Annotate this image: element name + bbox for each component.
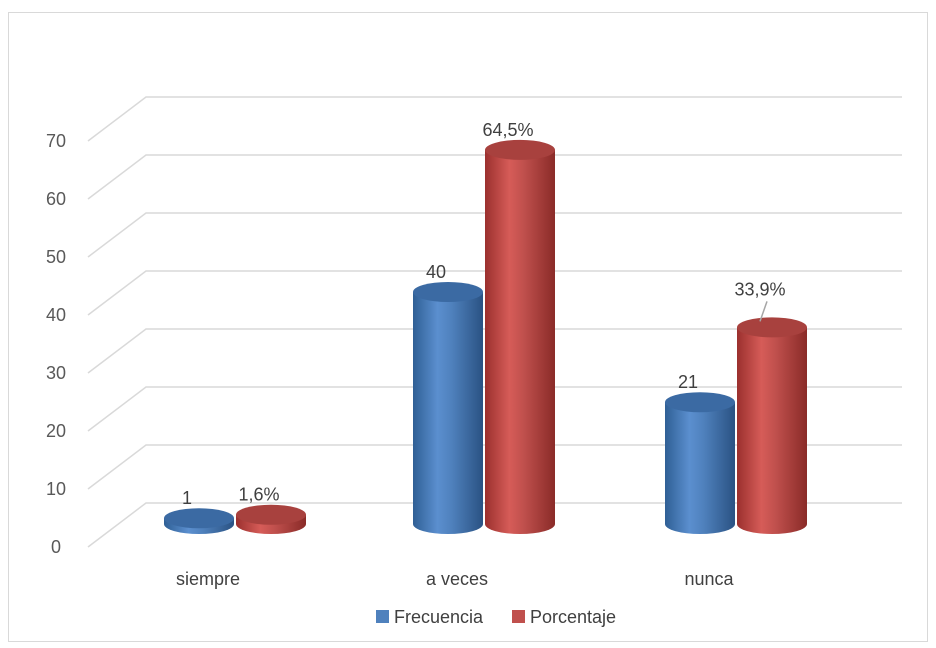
bar-body bbox=[485, 149, 555, 534]
gridlines bbox=[87, 96, 902, 548]
bar-frecuencia-siempre bbox=[164, 508, 234, 534]
bar-top bbox=[665, 392, 735, 413]
gridline bbox=[87, 96, 902, 142]
bar-frecuencia-a-veces bbox=[413, 282, 483, 534]
bar-top bbox=[413, 282, 483, 302]
legend-swatch-frecuencia bbox=[376, 610, 389, 623]
legend-swatch-porcentaje bbox=[512, 610, 525, 623]
y-tick-label: 70 bbox=[46, 131, 66, 151]
data-label: 1 bbox=[182, 488, 192, 508]
gridline bbox=[87, 502, 902, 548]
legend-label-porcentaje: Porcentaje bbox=[530, 607, 616, 627]
y-tick-label: 20 bbox=[46, 421, 66, 441]
bar-body bbox=[413, 292, 483, 534]
gridline bbox=[87, 444, 902, 490]
data-label: 33,9% bbox=[734, 279, 785, 299]
x-axis: siempre a veces nunca bbox=[176, 569, 735, 589]
y-tick-label: 60 bbox=[46, 189, 66, 209]
bar-top bbox=[485, 139, 555, 160]
gridline bbox=[87, 212, 902, 258]
bar-top bbox=[737, 317, 807, 338]
gridline bbox=[87, 328, 902, 374]
bar-body bbox=[737, 327, 807, 534]
leader-line bbox=[759, 301, 768, 322]
data-label: 40 bbox=[426, 262, 446, 282]
y-tick-label: 10 bbox=[46, 479, 66, 499]
bar-top bbox=[164, 508, 234, 529]
y-tick-label: 40 bbox=[46, 305, 66, 325]
data-label: 1,6% bbox=[238, 485, 279, 505]
y-axis: 0 10 20 30 40 50 60 70 bbox=[46, 131, 66, 557]
y-tick-label: 0 bbox=[51, 537, 61, 557]
bar-porcentaje-a-veces bbox=[485, 139, 555, 534]
data-label: 64,5% bbox=[482, 120, 533, 140]
y-tick-label: 30 bbox=[46, 363, 66, 383]
bar-frecuencia-nunca bbox=[665, 392, 735, 534]
data-label: 21 bbox=[678, 372, 698, 392]
data-labels: 1 1,6% 40 64,5% 21 33,9% bbox=[182, 120, 786, 508]
bar-porcentaje-siempre bbox=[236, 504, 306, 534]
legend-label-frecuencia: Frecuencia bbox=[394, 607, 484, 627]
gridline bbox=[87, 386, 902, 432]
bar-top bbox=[236, 504, 306, 525]
legend: Frecuencia Porcentaje bbox=[376, 607, 616, 627]
x-tick-label: siempre bbox=[176, 569, 240, 589]
bar-body bbox=[665, 402, 735, 534]
x-tick-label: a veces bbox=[426, 569, 488, 589]
gridline bbox=[87, 154, 902, 200]
y-tick-label: 50 bbox=[46, 247, 66, 267]
bars bbox=[164, 139, 807, 534]
bar-porcentaje-nunca bbox=[737, 317, 807, 534]
gridline bbox=[87, 270, 902, 316]
x-tick-label: nunca bbox=[684, 569, 734, 589]
